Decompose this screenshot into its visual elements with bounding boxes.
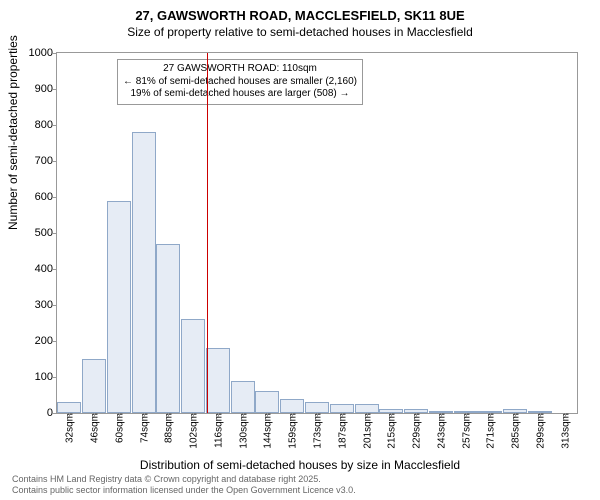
x-tick-mark — [218, 413, 219, 417]
histogram-bar — [255, 391, 279, 413]
annotation-line1: 27 GAWSWORTH ROAD: 110sqm — [123, 63, 357, 76]
chart-subtitle: Size of property relative to semi-detach… — [0, 25, 600, 45]
chart-container: 27, GAWSWORTH ROAD, MACCLESFIELD, SK11 8… — [0, 0, 600, 500]
x-tick-label: 187sqm — [335, 413, 348, 449]
histogram-bar — [107, 201, 131, 413]
x-tick-mark — [416, 413, 417, 417]
y-tick-mark — [53, 233, 57, 234]
x-tick-mark — [69, 413, 70, 417]
y-tick-mark — [53, 377, 57, 378]
x-tick-label: 201sqm — [360, 413, 373, 449]
x-tick-mark — [342, 413, 343, 417]
y-tick-mark — [53, 125, 57, 126]
plot-area: 27 GAWSWORTH ROAD: 110sqm ← 81% of semi-… — [56, 52, 578, 414]
y-tick-mark — [53, 161, 57, 162]
y-tick-mark — [53, 305, 57, 306]
x-axis-label: Distribution of semi-detached houses by … — [0, 458, 600, 472]
x-tick-label: 130sqm — [236, 413, 249, 449]
x-tick-mark — [243, 413, 244, 417]
histogram-bar — [280, 399, 304, 413]
x-tick-mark — [466, 413, 467, 417]
x-tick-mark — [490, 413, 491, 417]
x-tick-mark — [391, 413, 392, 417]
marker-line — [207, 53, 209, 413]
chart-title: 27, GAWSWORTH ROAD, MACCLESFIELD, SK11 8… — [0, 0, 600, 25]
x-tick-label: 74sqm — [137, 413, 150, 443]
histogram-bar — [355, 404, 379, 413]
histogram-bar — [181, 319, 205, 413]
y-tick-mark — [53, 89, 57, 90]
footer-attribution: Contains HM Land Registry data © Crown c… — [12, 474, 356, 496]
x-tick-mark — [292, 413, 293, 417]
x-tick-label: 271sqm — [484, 413, 497, 449]
x-tick-label: 229sqm — [410, 413, 423, 449]
x-tick-label: 299sqm — [533, 413, 546, 449]
x-tick-label: 243sqm — [434, 413, 447, 449]
x-tick-label: 173sqm — [311, 413, 324, 449]
x-tick-mark — [193, 413, 194, 417]
histogram-bar — [206, 348, 230, 413]
x-tick-mark — [565, 413, 566, 417]
y-axis-label: Number of semi-detached properties — [6, 35, 20, 230]
annotation-box: 27 GAWSWORTH ROAD: 110sqm ← 81% of semi-… — [117, 59, 363, 105]
annotation-line2: ← 81% of semi-detached houses are smalle… — [123, 76, 357, 89]
x-tick-label: 46sqm — [88, 413, 101, 443]
x-tick-mark — [317, 413, 318, 417]
x-tick-label: 215sqm — [385, 413, 398, 449]
x-tick-mark — [119, 413, 120, 417]
x-tick-label: 285sqm — [509, 413, 522, 449]
x-tick-label: 32sqm — [63, 413, 76, 443]
x-tick-label: 60sqm — [112, 413, 125, 443]
x-tick-label: 88sqm — [162, 413, 175, 443]
histogram-bar — [82, 359, 106, 413]
y-tick-mark — [53, 413, 57, 414]
histogram-bar — [156, 244, 180, 413]
x-tick-mark — [94, 413, 95, 417]
y-tick-mark — [53, 197, 57, 198]
annotation-line3: 19% of semi-detached houses are larger (… — [123, 88, 357, 101]
x-tick-label: 102sqm — [187, 413, 200, 449]
histogram-bar — [231, 381, 255, 413]
x-tick-label: 159sqm — [286, 413, 299, 449]
x-tick-label: 313sqm — [558, 413, 571, 449]
x-tick-mark — [367, 413, 368, 417]
x-tick-mark — [168, 413, 169, 417]
histogram-bar — [330, 404, 354, 413]
histogram-bar — [132, 132, 156, 413]
y-tick-mark — [53, 53, 57, 54]
footer-line1: Contains HM Land Registry data © Crown c… — [12, 474, 356, 485]
y-tick-mark — [53, 269, 57, 270]
histogram-bar — [57, 402, 81, 413]
x-tick-label: 116sqm — [211, 413, 224, 448]
x-tick-label: 144sqm — [261, 413, 274, 449]
x-tick-mark — [267, 413, 268, 417]
x-tick-label: 257sqm — [459, 413, 472, 449]
y-tick-mark — [53, 341, 57, 342]
x-tick-mark — [515, 413, 516, 417]
x-tick-mark — [441, 413, 442, 417]
footer-line2: Contains public sector information licen… — [12, 485, 356, 496]
x-tick-mark — [144, 413, 145, 417]
x-tick-mark — [540, 413, 541, 417]
histogram-bar — [305, 402, 329, 413]
